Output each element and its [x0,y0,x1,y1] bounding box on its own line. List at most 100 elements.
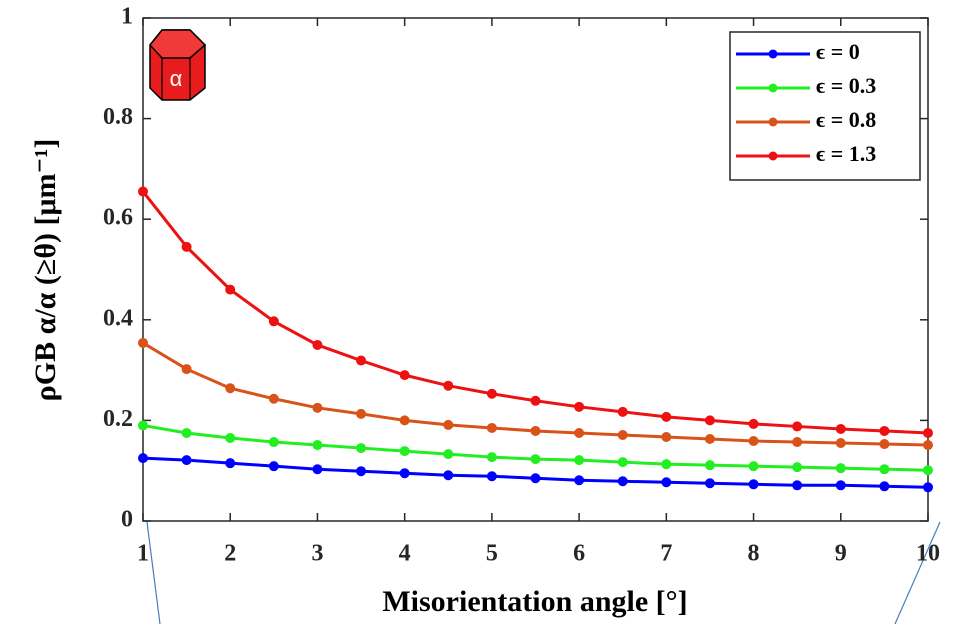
legend-swatch [768,151,778,161]
data-point [704,415,715,426]
x-tick-label: 5 [486,541,498,567]
y-tick-label: 0.6 [103,205,133,231]
x-tick-label: 8 [748,541,760,567]
data-point [792,462,803,473]
data-point [704,460,715,471]
data-point [443,470,454,481]
data-point [530,454,541,465]
data-point [356,466,367,477]
data-point [792,480,803,491]
plot-frame [142,17,929,522]
data-point [486,471,497,482]
data-point [617,429,628,440]
data-point [923,427,933,438]
x-tick-label: 1 [137,541,149,567]
data-point [530,395,541,406]
data-point [574,475,585,486]
data-point [138,420,148,431]
data-point [138,186,148,197]
y-tick-label: 0 [121,507,133,533]
data-point [923,465,933,476]
data-point [181,241,192,252]
icon-label: α [170,66,183,91]
data-point [748,479,759,490]
data-point [617,476,628,487]
data-point [574,427,585,438]
data-point [225,383,236,394]
data-point [530,473,541,484]
data-point [312,402,323,413]
data-point [923,440,933,451]
series [138,337,933,451]
legend-label: ϵ = 1.3 [816,141,876,166]
y-tick-label: 0.4 [103,305,133,331]
data-point [661,459,672,470]
data-point [486,422,497,433]
y-tick-label: 0.2 [103,406,133,432]
data-point [181,455,192,466]
data-point [443,380,454,391]
legend: ϵ = 0 ϵ = 0.3 ϵ = 0.8 ϵ = 1.3 [729,31,921,181]
data-point [486,452,497,463]
data-point [792,421,803,432]
y-axis-label: ρGB α/α (≥θ) [μm⁻¹] [29,139,62,402]
x-tick-label: 9 [835,541,847,567]
series [138,420,933,476]
legend-label: ϵ = 0.3 [816,73,876,98]
data-point [792,437,803,448]
zoom-line [146,521,161,624]
data-point [661,431,672,442]
legend-label: ϵ = 0.8 [816,107,876,132]
data-point [181,427,192,438]
x-tick-label: 6 [573,541,585,567]
data-point [617,406,628,417]
data-point [835,438,846,449]
y-tick-label: 1 [121,4,133,30]
data-point [399,468,410,479]
legend-swatch [768,49,778,59]
x-tick-label: 10 [916,541,940,567]
data-point [312,339,323,350]
data-point [574,455,585,466]
data-point [399,370,410,381]
data-point [704,434,715,445]
data-point [661,477,672,488]
data-point [879,439,890,450]
x-tick-label: 4 [399,541,411,567]
legend-swatch [768,83,778,93]
data-point [748,436,759,447]
x-tick-label: 2 [224,541,236,567]
data-point [835,480,846,491]
zoom-line [894,521,941,624]
data-point [617,457,628,468]
data-point [356,443,367,454]
data-point [879,464,890,475]
data-point [661,411,672,422]
data-point [704,478,715,489]
x-axis-label: Misorientation angle [°] [382,585,687,618]
y-tick-label: 0.8 [103,104,133,130]
data-point [399,415,410,426]
data-point [530,425,541,436]
data-point [399,446,410,457]
data-point [268,393,279,404]
data-point [181,364,192,375]
data-point [443,449,454,460]
data-point [356,408,367,419]
data-point [356,355,367,366]
data-point [225,284,236,295]
data-point [879,425,890,436]
data-point [443,419,454,430]
series [138,453,933,493]
x-tick-label: 3 [311,541,323,567]
data-point [879,481,890,492]
series [138,186,933,438]
data-point [268,461,279,472]
data-point [574,401,585,412]
data-point [486,388,497,399]
data-point [268,316,279,327]
icon: α [149,29,207,101]
data-point [748,418,759,429]
data-point [138,453,148,464]
